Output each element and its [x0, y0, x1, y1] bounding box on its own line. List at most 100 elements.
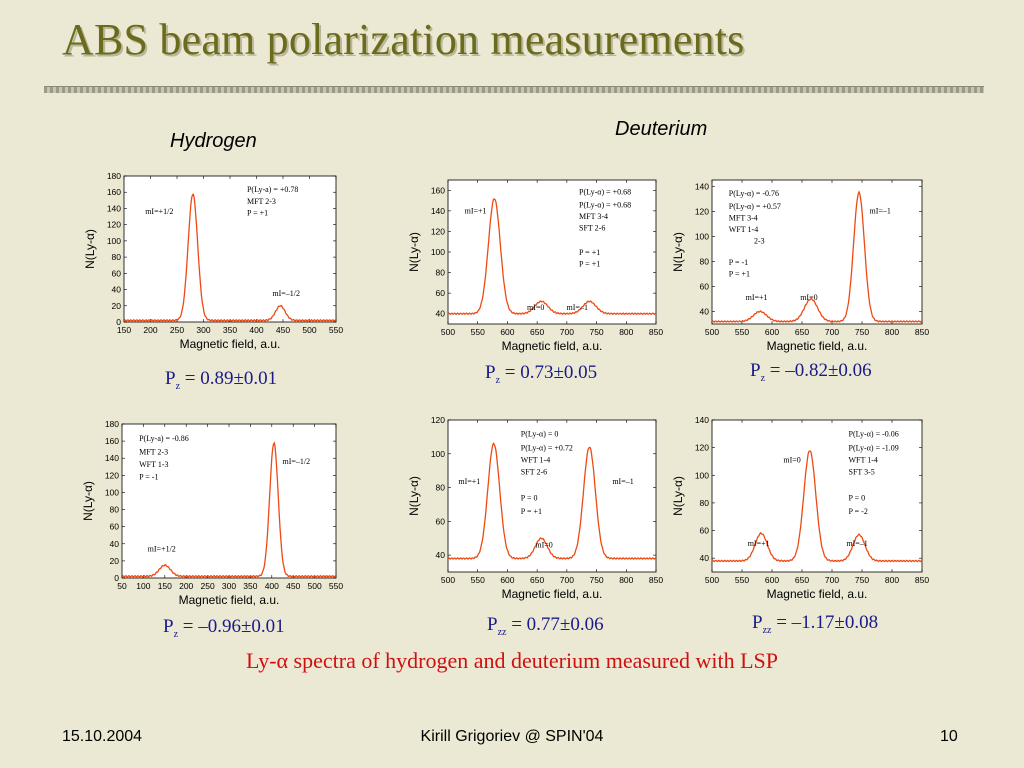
x-tick-label: 500: [441, 575, 455, 585]
plot-annotation: SFT 2-6: [521, 468, 547, 477]
spectrum-series-line: [447, 198, 657, 316]
x-tick-label: 500: [705, 575, 719, 585]
y-tick-label: 40: [436, 550, 446, 560]
plot-area: [121, 423, 337, 579]
x-tick-label: 750: [589, 327, 603, 337]
pval-text: = –0.82±0.06: [765, 360, 872, 381]
polarization-value: Pzz = –1.17±0.08: [752, 612, 878, 636]
y-tick-label: 100: [431, 247, 445, 257]
x-tick-label: 800: [619, 327, 633, 337]
spectrum-series-line: [123, 193, 337, 322]
y-axis-label: N(Ly-α): [671, 232, 685, 272]
spectrum-series-line: [711, 450, 923, 563]
y-tick-label: 120: [695, 443, 709, 453]
state-label: mI=0: [527, 303, 544, 312]
plot-area: [447, 419, 657, 573]
state-label: mI=–1: [612, 477, 633, 486]
plot-annotation: 2-3: [754, 237, 765, 246]
plot-annotation: P = 0: [521, 493, 538, 502]
x-tick-label: 650: [530, 327, 544, 337]
plot-annotation: P(Ly-α) = -1.09: [849, 443, 899, 452]
y-axis-label: N(Ly-α): [407, 476, 421, 516]
x-tick-label: 550: [471, 575, 485, 585]
plot-annotation: P = +1: [247, 209, 268, 218]
y-tick-label: 60: [110, 522, 120, 532]
y-tick-label: 60: [436, 516, 446, 526]
footer-page-number: 10: [940, 728, 958, 745]
y-tick-label: 120: [695, 206, 709, 216]
x-axis-label: Magnetic field, a.u.: [767, 339, 868, 353]
y-tick-label: 120: [107, 220, 121, 230]
x-tick-label: 750: [855, 327, 869, 337]
footer-date: 15.10.2004: [62, 728, 143, 745]
plot-annotation: WFT 1-4: [729, 225, 758, 234]
plot-area: [123, 175, 337, 323]
pval-symbol: P: [165, 368, 176, 389]
x-tick-label: 750: [589, 575, 603, 585]
pval-text: = 0.77±0.06: [506, 614, 604, 635]
title-divider: [44, 86, 984, 93]
y-tick-label: 100: [695, 470, 709, 480]
y-tick-label: 80: [700, 256, 710, 266]
x-axis-label: Magnetic field, a.u.: [179, 593, 280, 607]
x-tick-label: 850: [915, 575, 929, 585]
plot-annotation: P(Ly-α) = +0.68: [579, 188, 631, 197]
state-label: mI=0: [800, 293, 817, 302]
spectrum-series-line: [711, 190, 923, 323]
hydrogen-label: Hydrogen: [170, 130, 257, 152]
state-label: mI=+1: [458, 477, 480, 486]
x-tick-label: 350: [243, 581, 257, 591]
x-tick-label: 600: [500, 575, 514, 585]
x-tick-label: 250: [170, 325, 184, 335]
x-tick-label: 200: [143, 325, 157, 335]
slide-caption: Ly-α spectra of hydrogen and deuterium m…: [245, 648, 779, 673]
y-tick-label: 140: [695, 415, 709, 425]
y-axis-label: N(Ly-α): [83, 229, 97, 269]
x-tick-label: 650: [795, 327, 809, 337]
slide-title: ABS beam polarization measurements: [62, 15, 745, 64]
x-tick-label: 700: [560, 575, 574, 585]
y-tick-label: 100: [431, 449, 445, 459]
plot-annotation: MFT 3-4: [729, 214, 758, 223]
state-label: mI=–1/2: [283, 457, 311, 466]
x-tick-label: 700: [560, 327, 574, 337]
plot-annotation: P = -1: [139, 472, 158, 481]
state-label: mI=–1: [846, 539, 867, 548]
y-axis-label: N(Ly-α): [671, 476, 685, 516]
chart-svg: 500 550 600 650 700 750 800 850 40 60 80 100 120 Magn…: [407, 415, 663, 601]
x-tick-label: 150: [158, 581, 172, 591]
state-label: mI=–1/2: [272, 289, 300, 298]
x-tick-label: 400: [249, 325, 263, 335]
state-label: mI=0: [783, 455, 800, 464]
pval-symbol: P: [752, 612, 763, 633]
x-tick-label: 550: [735, 327, 749, 337]
plot-deuterium-4: 500 550 600 650 700 750 800 850 40 60 80 100 120 140 M…: [668, 412, 932, 606]
plot-annotation: SFT 3-5: [849, 468, 875, 477]
plot-annotation: MFT 2-3: [139, 448, 168, 457]
polarization-value: Pz = 0.73±0.05: [485, 362, 597, 386]
plot-annotation: P(Ly-α) = 0: [521, 430, 559, 439]
plot-deuterium-1: 500 550 600 650 700 750 800 850 40 60 80 100 120 140 1…: [402, 172, 666, 358]
pval-text: = –0.96±0.01: [178, 616, 285, 637]
x-tick-label: 500: [302, 325, 316, 335]
y-tick-label: 20: [110, 556, 120, 566]
x-tick-label: 850: [915, 327, 929, 337]
plot-annotation: P(Ly-α) = +0.68: [579, 201, 631, 210]
x-axis-label: Magnetic field, a.u.: [767, 587, 868, 601]
x-tick-label: 800: [885, 327, 899, 337]
plot-annotation: P(Ly-a) = -0.86: [139, 434, 189, 443]
x-tick-label: 550: [329, 325, 343, 335]
y-tick-label: 100: [107, 236, 121, 246]
y-tick-label: 180: [105, 419, 119, 429]
plot-annotation: P(Ly-a) = +0.78: [247, 185, 298, 194]
plot-hydrogen-1: 150 200 250 300 350 400 450 500 550 0 20 40 60 80 100 1…: [82, 168, 344, 356]
x-tick-label: 200: [179, 581, 193, 591]
state-label: mI=+1: [748, 539, 770, 548]
y-tick-label: 40: [436, 309, 446, 319]
y-tick-label: 80: [110, 505, 120, 515]
y-tick-label: 60: [112, 268, 122, 278]
plot-annotation: P = +1: [579, 260, 600, 269]
x-tick-label: 500: [308, 581, 322, 591]
state-label: mI=+1/2: [145, 207, 173, 216]
spectrum-series-line: [121, 441, 337, 578]
